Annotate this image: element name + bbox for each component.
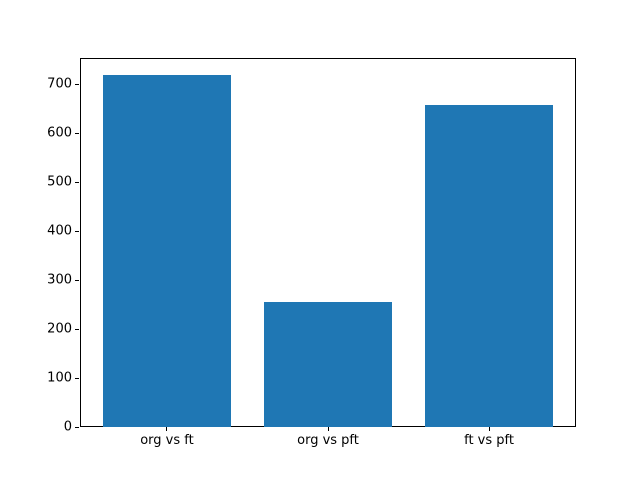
y-tick-label: 700 <box>47 76 72 92</box>
x-tick-label: org vs ft <box>140 433 194 449</box>
y-tick-mark <box>75 377 79 379</box>
y-tick-mark <box>75 181 79 183</box>
bar-org-vs-ft <box>102 75 232 428</box>
bar-org-vs-pft <box>263 302 393 428</box>
y-tick-mark <box>75 83 79 85</box>
y-tick-mark <box>75 230 79 232</box>
x-tick-mark <box>488 427 490 432</box>
bar-ft-vs-pft <box>424 105 554 428</box>
y-tick-mark <box>75 426 79 428</box>
y-tick-label: 600 <box>47 125 72 141</box>
y-tick-mark <box>75 328 79 330</box>
y-tick-label: 400 <box>47 223 72 239</box>
plot-area: org vs ft org vs pft ft vs pft 0 100 200 300 40… <box>47 57 576 447</box>
y-tick-label: 0 <box>63 419 72 435</box>
x-tick-label: ft vs pft <box>464 433 514 449</box>
x-tick-label: org vs pft <box>297 433 359 449</box>
y-tick-mark <box>75 132 79 134</box>
y-tick-label: 300 <box>47 272 72 288</box>
y-tick-label: 100 <box>47 370 72 386</box>
x-tick-mark <box>327 427 329 432</box>
y-tick-mark <box>75 279 79 281</box>
y-tick-label: 200 <box>47 321 72 337</box>
x-tick-mark <box>166 427 168 432</box>
y-tick-label: 500 <box>47 174 72 190</box>
